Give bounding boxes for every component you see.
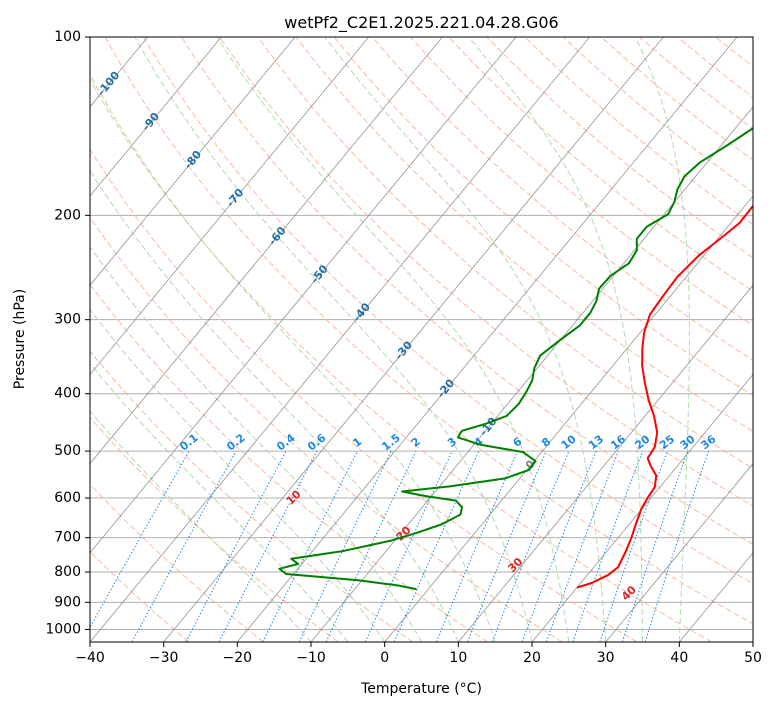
- moist-adiabats: [90, 37, 690, 642]
- moist-adiabat: [216, 37, 570, 642]
- moist-adiabat: [90, 73, 496, 642]
- moist-adiabat: [468, 37, 643, 642]
- isotherm-line: [90, 37, 296, 286]
- mixing-ratio-line: [491, 450, 570, 642]
- x-tick-label: 10: [449, 650, 467, 666]
- dry-adiabat: [90, 283, 488, 642]
- plot-frame: [89, 36, 754, 643]
- mixing-ratio-line: [262, 450, 358, 642]
- x-tick-label: 20: [523, 650, 541, 666]
- x-tick-label: −30: [149, 650, 179, 666]
- mixing-ratio-line: [325, 450, 417, 642]
- mixing-ratio-line: [185, 450, 287, 642]
- dry-adiabat: [142, 37, 753, 585]
- mixing-ratio-line: [621, 450, 689, 642]
- y-tick-label: 800: [54, 564, 81, 580]
- dry-adiabat: [333, 37, 753, 397]
- y-tick-label: 400: [54, 386, 81, 402]
- mixing-ratio-line: [393, 450, 480, 642]
- isotherm-line: [605, 462, 753, 642]
- mixing-ratio-line: [644, 450, 710, 642]
- dry-adiabat: [90, 78, 712, 642]
- isotherm-line: [90, 37, 443, 465]
- mixing-ratio-line: [218, 450, 318, 642]
- mixing-ratio-lines: [90, 450, 710, 642]
- x-tick-label: 0: [380, 650, 389, 666]
- y-tick-label: 200: [54, 207, 81, 223]
- isotherm-line: [90, 37, 370, 376]
- pressure-gridlines: [90, 37, 753, 630]
- y-tick-label: 900: [54, 594, 81, 610]
- y-tick-label: 1000: [45, 621, 81, 637]
- isotherm-line: [531, 373, 753, 642]
- y-axis-title: Pressure (hPa): [12, 289, 28, 389]
- moist-adiabat: [90, 169, 459, 642]
- isotherm-line: [384, 195, 753, 642]
- x-tick-label: 30: [597, 650, 615, 666]
- mixing-ratio-line: [599, 450, 668, 642]
- x-tick-label: −20: [223, 650, 253, 666]
- dry-adiabat: [90, 216, 563, 642]
- mixing-ratio-line: [435, 450, 519, 642]
- dewpoint-profile: [278, 127, 753, 591]
- moist-adiabat: [90, 362, 349, 642]
- dry-adiabats: [90, 37, 753, 642]
- dry-adiabat: [90, 550, 190, 642]
- y-tick-label: 300: [54, 312, 81, 328]
- mixing-ratio-line: [131, 450, 237, 642]
- dry-adiabat: [410, 37, 753, 327]
- isotherm-line: [236, 37, 738, 642]
- x-tick-label: 50: [744, 650, 762, 666]
- mixing-ratio-line: [572, 450, 644, 642]
- dry-adiabat: [104, 37, 753, 625]
- x-tick-label: −40: [75, 650, 105, 666]
- dry-adiabat: [90, 148, 638, 642]
- y-axis: 1000 900 800 700 600 500 400 300 200 100: [45, 29, 90, 637]
- mixing-ratio-line: [545, 450, 619, 642]
- profile-series: [278, 127, 753, 591]
- isotherm-line: [163, 37, 664, 642]
- x-tick-label: −10: [296, 650, 326, 666]
- x-tick-label: 40: [670, 650, 688, 666]
- mixing-ratio-line: [467, 450, 547, 642]
- y-tick-label: 600: [54, 490, 81, 506]
- dry-adiabat: [90, 416, 339, 642]
- x-axis-title: Temperature (°C): [360, 681, 482, 697]
- moist-adiabat: [90, 245, 422, 642]
- x-axis: −40 −30 −20 −10 0 10 20 30 40 50: [75, 642, 762, 666]
- dry-adiabat: [219, 37, 753, 507]
- y-tick-label: 100: [54, 29, 81, 45]
- moist-adiabat: [134, 37, 533, 642]
- mixing-ratio-line: [521, 450, 597, 642]
- moist-adiabat: [634, 37, 690, 642]
- mixing-ratio-line: [364, 450, 453, 642]
- y-tick-label: 700: [54, 530, 81, 546]
- isotherm-line: [90, 37, 222, 197]
- chart-title: wetPf2_C2E1.2025.221.04.28.G06: [284, 13, 558, 33]
- isotherm-line: [90, 37, 591, 642]
- moist-adiabat: [324, 37, 607, 642]
- dry-adiabat: [90, 483, 264, 642]
- mixing-ratio-line: [90, 450, 190, 629]
- isotherm-line: [90, 37, 517, 554]
- plot-area: -100-90-80-70-60-50-40-30-20-1000.1 0.2 0.…: [90, 37, 753, 642]
- dry-adiabat: [295, 37, 753, 433]
- y-tick-label: 500: [54, 443, 81, 459]
- isotherm-line: [457, 284, 753, 642]
- temperature-profile: [576, 204, 753, 589]
